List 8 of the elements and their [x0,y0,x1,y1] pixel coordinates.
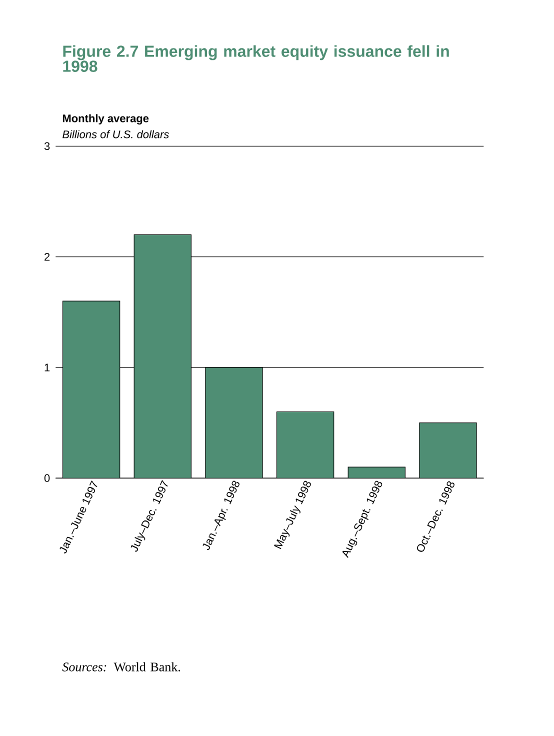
y-tick-label: 0 [44,474,50,482]
y-axis-title: Billions of U.S. dollars [62,130,169,138]
chart-subtitle: Monthly average [62,114,149,124]
y-tick-label: 2 [44,252,50,261]
y-tick-label: 1 [44,364,50,372]
text: Sources: World Bank. [62,662,180,672]
chart-title: Figure 2.7 Emerging market equity issuance fell in 1998 [63,45,449,72]
y-tick-label: 3 [44,142,50,150]
